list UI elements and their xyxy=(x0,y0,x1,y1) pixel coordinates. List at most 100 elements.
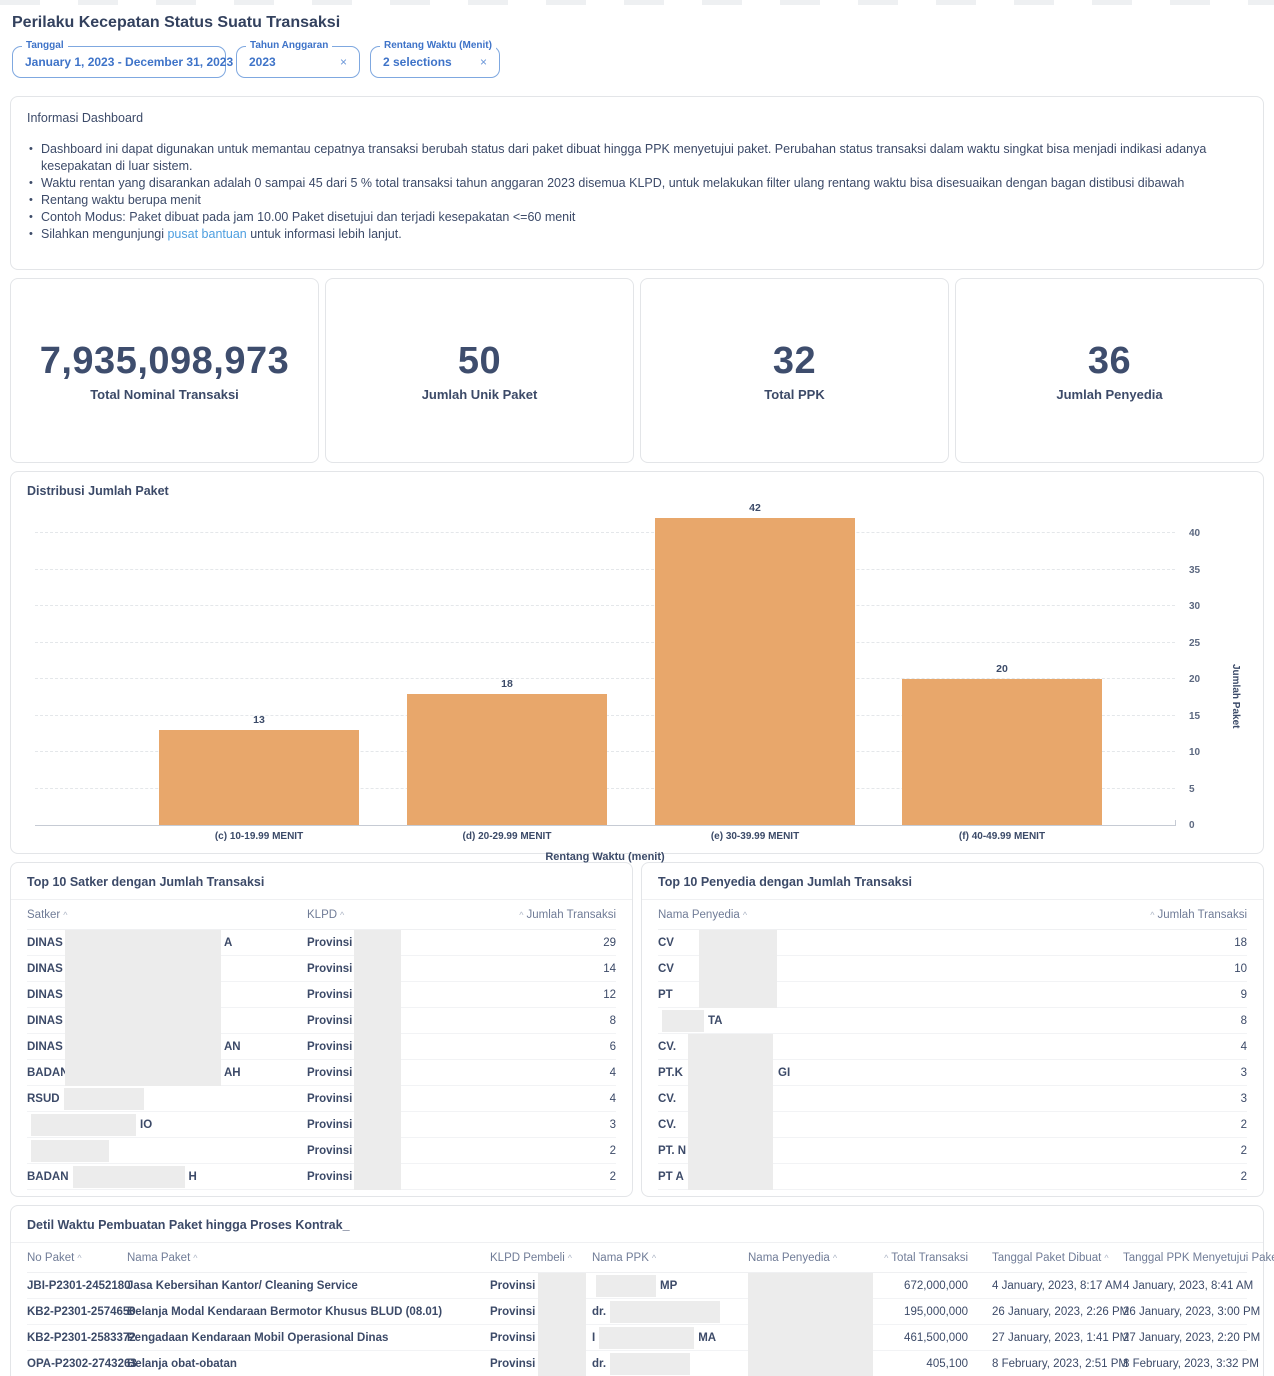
col-header-2[interactable]: Nama Paket ^ xyxy=(127,1251,198,1264)
chart-plot[interactable]: 0 5 10 15 20 25 30 35 40 13 (c) 10-19.99 MENIT 18 (d… xyxy=(35,502,1200,863)
y-tick-label: 15 xyxy=(1189,710,1201,722)
table-row[interactable]: DINAS AN Provinsi 6 xyxy=(27,1034,616,1060)
name-prefix: PT.K xyxy=(658,1066,683,1079)
klpd-prefix: Provinsi xyxy=(307,1170,353,1183)
redacted-name-cell: CV. xyxy=(658,1093,1127,1105)
chart-bar[interactable] xyxy=(902,679,1102,825)
sort-caret-icon[interactable]: ^ xyxy=(1244,1252,1249,1263)
sort-caret-icon[interactable]: ^ xyxy=(1104,1252,1109,1263)
sort-caret-icon[interactable]: ^ xyxy=(340,909,345,920)
y-tick-label: 0 xyxy=(1189,820,1195,831)
col-header-satker[interactable]: Satker ^ xyxy=(27,908,68,921)
sort-caret-icon[interactable]: ^ xyxy=(193,1252,198,1263)
table-row[interactable]: CV 10 xyxy=(658,956,1247,982)
klpd-cell: Provinsi xyxy=(307,1041,477,1053)
table-row[interactable]: TA 8 xyxy=(658,1008,1247,1034)
name-suffix: TA xyxy=(708,1014,723,1027)
chart-bar[interactable] xyxy=(655,518,855,825)
jumlah-transaksi-value: 3 xyxy=(1240,1092,1247,1105)
klpd-prefix: Provinsi xyxy=(307,1066,353,1079)
table-row[interactable]: DINAS A Provinsi 29 xyxy=(27,930,616,956)
redacted-name-cell: DINAS xyxy=(27,963,307,975)
sort-caret-icon[interactable]: ^ xyxy=(742,909,748,920)
clear-filter-icon[interactable]: × xyxy=(339,55,347,69)
col-header-jumlah-transaksi[interactable]: ^ Jumlah Transaksi xyxy=(519,908,616,921)
col-header-8[interactable]: Tanggal PPK Menyetujui Paket^ xyxy=(1123,1251,1274,1264)
table-row[interactable]: CV. 3 xyxy=(658,1086,1247,1112)
table-row[interactable]: BADAN H Provinsi 2 xyxy=(27,1164,616,1190)
filter-chip-tahun-anggaran[interactable]: Tahun Anggaran 2023 × xyxy=(236,40,360,78)
kpi-value: 32 xyxy=(772,339,817,382)
col-header-jumlah-transaksi[interactable]: ^ Jumlah Transaksi xyxy=(1150,908,1247,921)
chart-bar[interactable] xyxy=(159,730,359,825)
table-row[interactable]: Provinsi 2 xyxy=(27,1138,616,1164)
col-header-3[interactable]: KLPD Pembeli ^ xyxy=(490,1251,573,1264)
table-row[interactable]: DINAS Provinsi 8 xyxy=(27,1008,616,1034)
total-transaksi-value: 461,500,000 xyxy=(904,1331,968,1344)
redaction-block xyxy=(354,930,401,1190)
tanggal-paket-dibuat-value: 26 January, 2023, 2:26 PM xyxy=(992,1305,1130,1318)
sort-caret-icon[interactable]: ^ xyxy=(1150,909,1155,920)
table-row[interactable]: CV. 4 xyxy=(658,1034,1247,1060)
chart-bar[interactable] xyxy=(407,693,607,825)
table-row[interactable]: BADAN AH Provinsi 4 xyxy=(27,1060,616,1086)
col-header-5[interactable]: Nama Penyedia ^ xyxy=(748,1251,838,1264)
filter-chip-tanggal[interactable]: Tanggal January 1, 2023 - December 31, 2… xyxy=(12,40,254,78)
name-prefix: PT. N xyxy=(658,1144,687,1157)
table-row[interactable]: CV 18 xyxy=(658,930,1247,956)
top-edge-dashes xyxy=(0,0,1274,5)
tanggal-ppk-menyetujui-value: 4 January, 2023, 8:41 AM xyxy=(1123,1279,1254,1292)
table-row[interactable]: PT A 2 xyxy=(658,1164,1247,1190)
x-axis-title: Rentang Waktu (menit) xyxy=(545,851,665,863)
col-header-klpd[interactable]: KLPD ^ xyxy=(307,908,345,921)
col-header-6[interactable]: ^ Total Transaksi xyxy=(884,1251,968,1264)
name-prefix: DINAS xyxy=(27,962,63,975)
redacted-name-cell: CV. xyxy=(658,1041,1127,1053)
sort-caret-icon[interactable]: ^ xyxy=(77,1252,82,1263)
table-row[interactable]: RSUD Provinsi 4 xyxy=(27,1086,616,1112)
table-row[interactable]: KB2-P2301-2583372 Pengadaan Kendaraan Mob… xyxy=(27,1325,1260,1351)
klpd-pembeli-cell: Provinsi xyxy=(490,1305,536,1318)
jumlah-transaksi-value: 2 xyxy=(1240,1144,1247,1157)
table-row[interactable]: JBI-P2301-2452180 Jasa Kebersihan Kantor/… xyxy=(27,1273,1254,1299)
name-prefix: CV. xyxy=(658,1092,677,1105)
table-row[interactable]: PT.K GI 3 xyxy=(658,1060,1247,1086)
col-header-nama-penyedia[interactable]: Nama Penyedia ^ xyxy=(658,908,748,921)
redaction-block xyxy=(538,1273,586,1376)
jumlah-transaksi-value: 10 xyxy=(1234,962,1247,975)
klpd-cell: Provinsi xyxy=(307,963,477,975)
col-header-extra[interactable]: ^ xyxy=(1241,1253,1251,1263)
clear-filter-icon[interactable]: × xyxy=(479,55,487,69)
table-row[interactable]: CV. 2 xyxy=(658,1112,1247,1138)
table-row[interactable]: DINAS Provinsi 12 xyxy=(27,982,616,1008)
sort-caret-icon[interactable]: ^ xyxy=(884,1252,889,1263)
sort-caret-icon[interactable]: ^ xyxy=(519,909,524,920)
redaction-block xyxy=(699,930,777,1008)
sort-caret-icon[interactable]: ^ xyxy=(651,1252,657,1263)
no-paket-cell: KB2-P2301-2583372 xyxy=(27,1331,136,1344)
table-row[interactable]: PT 9 xyxy=(658,982,1247,1008)
table-row[interactable]: DINAS Provinsi 14 xyxy=(27,956,616,982)
table-row[interactable]: OPA-P2302-2743263 Belanja obat-obatan Prov… xyxy=(27,1351,1259,1376)
kpi-value: 7,935,098,973 xyxy=(39,339,290,382)
col-header-1[interactable]: No Paket ^ xyxy=(27,1251,82,1264)
kpi-total-ppk: 32 Total PPK xyxy=(640,278,949,463)
filter-chip-rentang-waktu[interactable]: Rentang Waktu (Menit) 2 selections × xyxy=(370,40,500,78)
filter-value: January 1, 2023 - December 31, 2023 xyxy=(25,55,234,69)
sort-caret-icon[interactable]: ^ xyxy=(63,909,68,920)
table-row[interactable]: KB2-P2301-2574650 Belanja Modal Kendaraan… xyxy=(27,1299,1260,1325)
table-row[interactable]: IO Provinsi 3 xyxy=(27,1112,616,1138)
kpi-value: 50 xyxy=(457,339,502,382)
sort-caret-icon[interactable]: ^ xyxy=(832,1252,838,1263)
name-prefix: CV xyxy=(658,936,674,949)
jumlah-transaksi-value: 3 xyxy=(1240,1066,1247,1079)
help-center-link[interactable]: pusat bantuan xyxy=(167,227,247,241)
col-header-7[interactable]: Tanggal Paket Dibuat ^ xyxy=(992,1251,1109,1264)
table-row[interactable]: PT. N 2 xyxy=(658,1138,1247,1164)
redaction-block xyxy=(63,1087,144,1110)
col-header-4[interactable]: Nama PPK ^ xyxy=(592,1251,657,1264)
table-title: Top 10 Penyedia dengan Jumlah Transaksi xyxy=(642,863,1263,900)
total-transaksi-value: 672,000,000 xyxy=(904,1279,968,1292)
filter-value: 2 selections xyxy=(383,55,452,69)
sort-caret-icon[interactable]: ^ xyxy=(567,1252,573,1263)
